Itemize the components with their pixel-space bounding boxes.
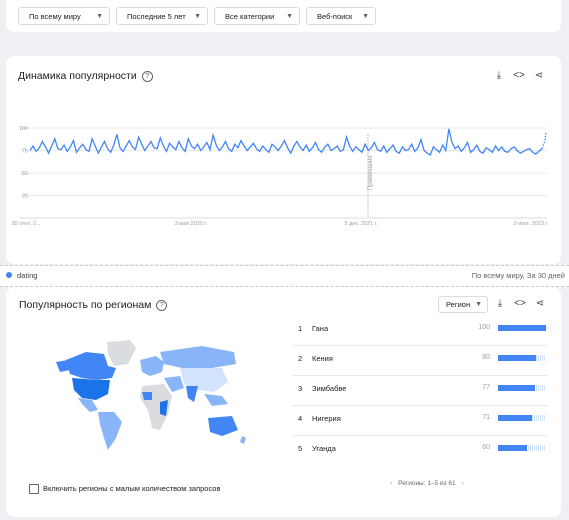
map-australia xyxy=(208,416,238,436)
search-type-filter-label: Веб-поиск xyxy=(317,12,353,21)
share-icon[interactable]: ⋖ xyxy=(535,298,545,309)
embed-icon[interactable]: <> xyxy=(513,70,525,81)
region-value: 60 xyxy=(482,444,490,451)
region-bar-track xyxy=(498,325,546,331)
region-bar-fill xyxy=(498,385,535,391)
map-europe xyxy=(140,356,164,376)
region-filter-button[interactable]: По всему миру ▼ xyxy=(18,7,110,25)
region-bar-fill xyxy=(498,445,527,451)
help-icon[interactable]: ? xyxy=(156,300,168,311)
map-canada xyxy=(66,352,116,380)
interest-over-time-chart: 100 75 50 25 30 сент. 2... 3 мая 2020 г. 5 дек… xyxy=(11,126,549,227)
region-rank: 3 xyxy=(298,384,303,393)
caret-down-icon: ▼ xyxy=(96,13,103,20)
region-bar-track xyxy=(498,445,546,451)
period-filter-label: Последние 5 лет xyxy=(127,12,186,21)
region-value: 71 xyxy=(482,414,490,421)
regions-title: Популярность по регионам? xyxy=(19,299,168,311)
y-tick-label: 25 xyxy=(22,194,28,200)
map-middle-east xyxy=(164,376,184,392)
y-tick-label: 100 xyxy=(19,126,28,132)
search-type-filter-button[interactable]: Веб-поиск ▼ xyxy=(306,7,376,25)
map-greenland xyxy=(107,340,136,366)
region-value: 77 xyxy=(482,384,490,391)
region-name: Уганда xyxy=(312,444,336,453)
map-alaska xyxy=(56,360,70,372)
region-bar-track xyxy=(498,355,546,361)
interest-over-time-title: Динамика популярности? xyxy=(18,70,153,82)
map-india xyxy=(186,386,198,402)
region-row[interactable]: 4 Нигерия 71 xyxy=(292,405,548,436)
interest-over-time-card: Динамика популярности? ⤓ <> ⋖ 100 75 50 25 3… xyxy=(6,56,561,264)
next-page-icon[interactable]: › xyxy=(461,480,464,487)
region-bar-fill xyxy=(498,355,537,361)
map-mexico xyxy=(78,398,98,412)
region-rank: 1 xyxy=(298,324,303,333)
region-row[interactable]: 1 Гана 100 xyxy=(292,315,548,346)
series-partial-tail xyxy=(541,132,547,149)
region-value: 80 xyxy=(482,354,490,361)
legend-strip: dating По всему миру, За 30 дней xyxy=(0,265,569,287)
x-tick-label: 5 дек. 2021 г. xyxy=(345,221,378,227)
caret-down-icon: ▼ xyxy=(286,13,293,20)
filter-bar: По всему миру ▼ Последние 5 лет ▼ Все ка… xyxy=(6,0,561,32)
region-level-label: Регион xyxy=(446,300,471,309)
map-west-africa xyxy=(142,392,152,400)
region-row[interactable]: 3 Зимбабве 77 xyxy=(292,375,548,406)
region-name: Зимбабве xyxy=(312,384,347,393)
region-rank: 5 xyxy=(298,444,303,453)
series-line-dating[interactable] xyxy=(29,128,543,156)
series-color-dot xyxy=(6,272,12,278)
region-bar-track xyxy=(498,415,546,421)
region-bar-fill xyxy=(498,415,533,421)
regions-card xyxy=(6,287,561,517)
region-bar-fill xyxy=(498,325,546,331)
caret-down-icon: ▼ xyxy=(475,301,482,308)
region-rank: 2 xyxy=(298,354,303,363)
region-row[interactable]: 5 Уганда 60 xyxy=(292,435,548,465)
legend-term: dating xyxy=(17,271,38,280)
help-icon[interactable]: ? xyxy=(141,71,153,82)
map-russia xyxy=(160,346,236,368)
regions-title-text: Популярность по регионам xyxy=(19,299,152,311)
region-filter-label: По всему миру xyxy=(29,12,81,21)
region-name: Нигерия xyxy=(312,414,341,423)
y-tick-label: 50 xyxy=(22,171,28,177)
interest-over-time-title-text: Динамика популярности xyxy=(18,70,137,82)
map-usa xyxy=(72,378,110,400)
map-south-america xyxy=(98,412,122,450)
region-value: 100 xyxy=(478,324,490,331)
download-icon[interactable]: ⤓ xyxy=(496,70,502,81)
region-name: Гана xyxy=(312,324,329,333)
pager-label: Регионы: 1–5 из 61 xyxy=(398,480,456,487)
region-level-dropdown[interactable]: Регион ▼ xyxy=(438,296,488,313)
share-icon[interactable]: ⋖ xyxy=(534,70,544,81)
region-row[interactable]: 2 Кения 80 xyxy=(292,345,548,376)
note-marker-label: Примечание xyxy=(368,155,374,190)
category-filter-button[interactable]: Все категории ▼ xyxy=(214,7,300,25)
map-southeast-asia xyxy=(204,394,228,406)
embed-icon[interactable]: <> xyxy=(514,298,526,309)
prev-page-icon[interactable]: ‹ xyxy=(390,480,393,487)
map-new-zealand xyxy=(240,436,246,444)
map-africa xyxy=(140,384,172,430)
caret-down-icon: ▼ xyxy=(194,13,201,20)
low-volume-checkbox[interactable] xyxy=(29,484,39,494)
x-tick-label: 9 июл. 2023 г. xyxy=(514,221,549,227)
category-filter-label: Все категории xyxy=(225,12,275,21)
map-east-africa xyxy=(160,400,168,416)
world-map[interactable] xyxy=(52,338,252,453)
x-tick-label: 30 сент. 2... xyxy=(11,221,41,227)
y-tick-label: 75 xyxy=(22,149,28,155)
region-rank: 4 xyxy=(298,414,303,423)
regions-pager: ‹ Регионы: 1–5 из 61 › xyxy=(384,480,470,487)
period-filter-button[interactable]: Последние 5 лет ▼ xyxy=(116,7,208,25)
low-volume-checkbox-label: Включить регионы с малым количеством зап… xyxy=(43,484,221,493)
region-name: Кения xyxy=(312,354,333,363)
caret-down-icon: ▼ xyxy=(362,13,369,20)
download-icon[interactable]: ⤓ xyxy=(497,298,503,309)
legend-meta: По всему миру, За 30 дней xyxy=(471,271,565,280)
x-tick-label: 3 мая 2020 г. xyxy=(175,221,208,227)
region-bar-track xyxy=(498,385,546,391)
